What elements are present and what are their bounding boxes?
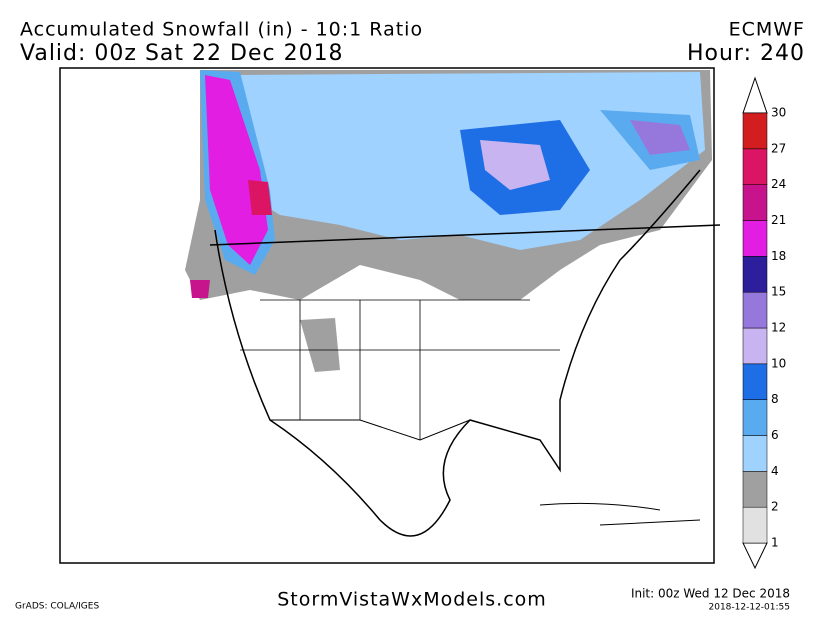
colorbar-label: 18 — [771, 249, 786, 263]
colorbar-label: 15 — [771, 285, 786, 299]
colorbar-label: 21 — [771, 213, 786, 227]
colorbar-bottom — [742, 542, 768, 570]
timestamp: 2018-12-12-01:55 — [709, 603, 791, 613]
colorbar-segment — [742, 291, 768, 329]
credit: GrADS: COLA/IGES — [15, 602, 99, 612]
colorbar-segment — [742, 220, 768, 257]
colorbar-label: 24 — [771, 177, 786, 191]
colorbar-segment — [742, 435, 768, 472]
colorbar-label: 6 — [771, 428, 779, 442]
colorbar-label: 1 — [771, 536, 779, 550]
colorbar-segment — [742, 471, 768, 508]
init-time: Init: 00z Wed 12 Dec 2018 — [631, 587, 790, 601]
colorbar-segment — [742, 148, 768, 185]
colorbar-label: 30 — [771, 106, 786, 120]
site: StormVistaWxModels.com — [277, 589, 547, 611]
colorbar-label: 8 — [771, 392, 779, 406]
colorbar-top — [742, 76, 768, 114]
colorbar-segment — [742, 363, 768, 400]
forecast-hour: Hour: 240 — [687, 41, 805, 66]
colorbar-label: 10 — [771, 356, 786, 370]
title: Accumulated Snowfall (in) - 10:1 Ratio — [20, 19, 423, 41]
colorbar-label: 27 — [771, 141, 786, 155]
colorbar-segment — [742, 506, 768, 544]
colorbar-label: 12 — [771, 321, 786, 335]
colorbar-label: 4 — [771, 464, 779, 478]
colorbar-segment — [742, 184, 768, 221]
colorbar-segment — [742, 399, 768, 436]
model: ECMWF — [729, 19, 805, 41]
valid-time: Valid: 00z Sat 22 Dec 2018 — [20, 41, 344, 66]
colorbar-segment — [742, 256, 768, 293]
colorbar-segment — [742, 112, 768, 150]
colorbar-segment — [742, 327, 768, 365]
map — [59, 67, 721, 564]
colorbar-label: 2 — [771, 500, 779, 514]
